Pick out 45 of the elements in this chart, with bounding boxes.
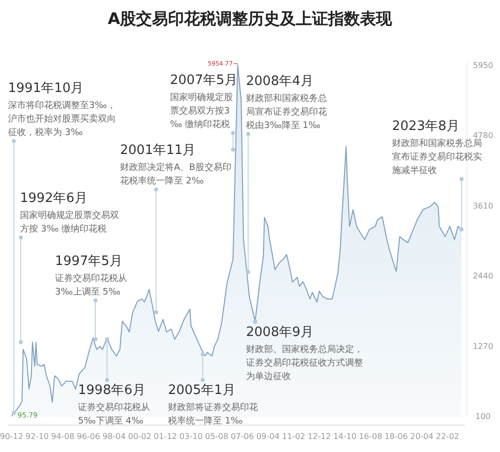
annotation: 财政部和国家税务总局宣布证券交易印花税由3‰降至 1‰ bbox=[246, 93, 327, 131]
x-tick-label: 12-12 bbox=[308, 432, 331, 441]
annotation: 国家明确规定股票交易双方按 3‰ 缴纳印花税 bbox=[20, 210, 119, 234]
x-tick-label: 03-10 bbox=[179, 432, 203, 441]
annotation: 财政部、国家税务总局决定，证券交易印花税征收方式调整为单边征收 bbox=[246, 344, 363, 382]
y-tick-label: 100 bbox=[475, 412, 491, 421]
x-tick-label: 07-06 bbox=[230, 432, 254, 441]
x-tick-label: 16-08 bbox=[358, 432, 382, 441]
x-tick-label: 14-10 bbox=[333, 432, 357, 441]
annotation: 2023年8月 bbox=[392, 119, 460, 134]
x-tick-label: 09-04 bbox=[256, 432, 280, 441]
annotation: 国家明确规定股票交易双方按3‰ 缴纳印花税 bbox=[170, 92, 233, 130]
y-tick-label: 1270 bbox=[472, 342, 494, 351]
chart-title: A股交易印花税调整历史及上证指数表现 bbox=[108, 9, 394, 28]
y-tick-label: 2440 bbox=[472, 272, 494, 281]
y-tick-label: 4780 bbox=[472, 131, 494, 140]
x-tick-label: 92-10 bbox=[26, 432, 49, 441]
x-tick-label: 96-06 bbox=[76, 432, 100, 441]
x-tick-label: 00-02 bbox=[128, 432, 152, 441]
annotation: 证券交易印花税从5‰下调至 4‰ bbox=[78, 402, 150, 426]
annotation: 2008年4月 bbox=[246, 74, 314, 89]
annotation: 1998年6月 bbox=[78, 383, 146, 398]
x-tick-label: 11-02 bbox=[282, 432, 306, 441]
x-tick-label: 90-12 bbox=[0, 432, 24, 441]
x-tick-label: 05-08 bbox=[205, 432, 228, 441]
annotation: 2001年11月 bbox=[120, 143, 196, 158]
annotation: 财政部将证券交易印花税率统一降至 1‰ bbox=[168, 402, 258, 426]
annotation: 2005年1月 bbox=[168, 383, 236, 398]
x-tick-label: 22-02 bbox=[436, 432, 460, 441]
annotation: 证券交易印花税从3‰上调至 5‰ bbox=[55, 273, 127, 298]
x-tick-label: 94-08 bbox=[51, 432, 74, 441]
annotation: 1997年5月 bbox=[55, 254, 122, 269]
x-tick-label: 20-04 bbox=[410, 432, 434, 441]
annotation: 深市将印花税调整至3‰，沪市也开始对股票买卖双向征收，税率为 3‰ bbox=[8, 100, 116, 138]
annotation: 财政部和国家税务总局宣布证券交易印花税实施减半征收 bbox=[392, 138, 482, 176]
annotation: 2008年9月 bbox=[246, 325, 314, 340]
x-tick-label: 01-12 bbox=[154, 432, 178, 441]
annotation: 1991年10月 bbox=[8, 81, 84, 96]
y-tick-label: 3610 bbox=[472, 201, 494, 210]
annotation: 财政部决定将A、B股交易印花税率统一降至 2‰ bbox=[120, 162, 232, 186]
annotation: 2007年5月 bbox=[170, 73, 238, 88]
annotation: 1992年6月 bbox=[20, 191, 88, 206]
x-tick-label: 98-04 bbox=[102, 432, 126, 441]
y-tick-label: 5950 bbox=[472, 61, 494, 70]
x-tick-label: 18-06 bbox=[384, 432, 408, 441]
